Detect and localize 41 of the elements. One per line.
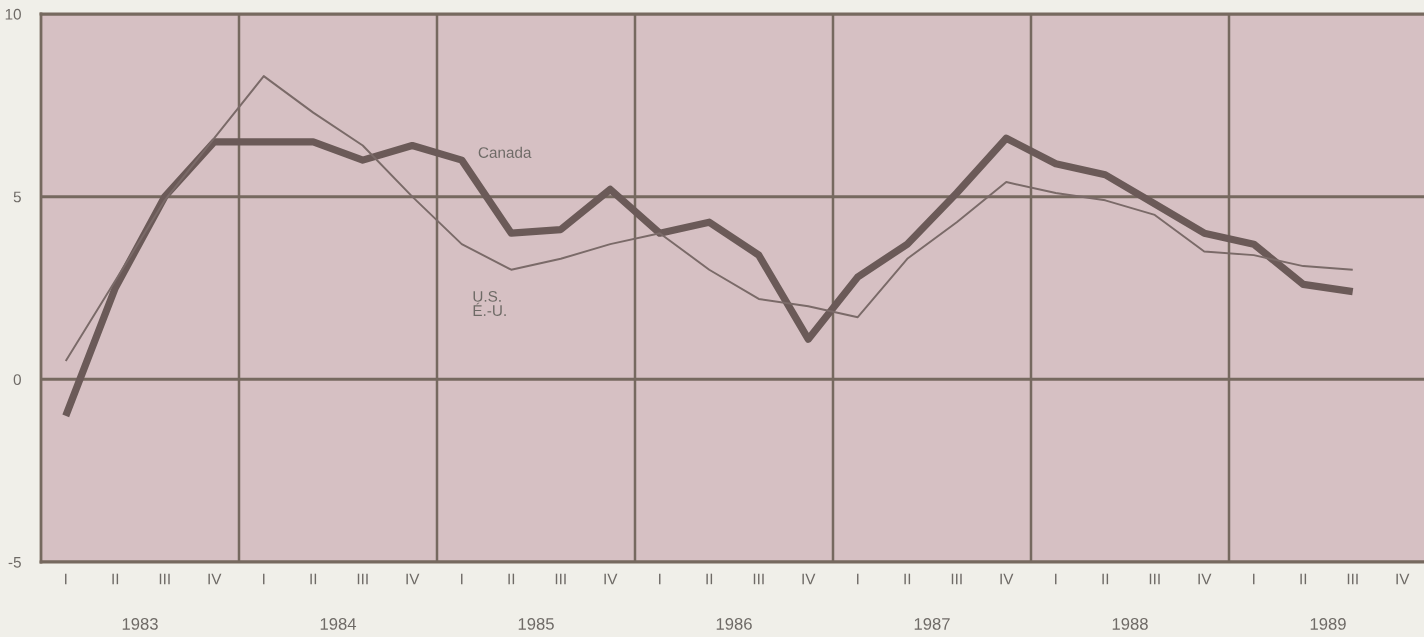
x-tick-label: II xyxy=(1300,573,1307,585)
x-tick-label: II xyxy=(310,573,317,585)
series-label: Canada xyxy=(478,146,532,158)
text: 1985 xyxy=(518,618,554,630)
x-tick-label: I xyxy=(1055,573,1057,585)
x-tick-label: I xyxy=(263,573,265,585)
x-tick-label: III xyxy=(159,573,170,585)
x-tick-label: IV xyxy=(1198,573,1212,585)
x-tick-label: III xyxy=(753,573,764,585)
x-tick-label: III xyxy=(357,573,368,585)
x-tick-label: III xyxy=(951,573,962,585)
x-tick-label: II xyxy=(1102,573,1109,585)
series-label: U.S. É.-U. xyxy=(473,290,506,317)
x-tick-label: II xyxy=(706,573,713,585)
x-tick-label: I xyxy=(65,573,67,585)
text: 1987 xyxy=(914,618,950,630)
x-tick-label: IV xyxy=(406,573,420,585)
x-tick-label: II xyxy=(508,573,515,585)
y-tick-label: 0 xyxy=(13,374,21,386)
text: 1984 xyxy=(320,618,357,630)
x-tick-label: IV xyxy=(1396,573,1410,585)
x-tick-label: IV xyxy=(1000,573,1014,585)
x-tick-label: IV xyxy=(802,573,816,585)
x-tick-label: III xyxy=(555,573,566,585)
x-tick-label: I xyxy=(461,573,463,585)
text: 1989 xyxy=(1310,618,1346,630)
x-tick-label: I xyxy=(857,573,859,585)
x-tick-label: III xyxy=(1347,573,1358,585)
x-tick-label: III xyxy=(1149,573,1160,585)
x-tick-label: II xyxy=(112,573,119,585)
x-tick-label: I xyxy=(659,573,661,585)
x-tick-label: I xyxy=(1253,573,1255,585)
x-tick-label: IV xyxy=(604,573,618,585)
text: 1988 xyxy=(1112,618,1148,630)
y-tick-label: -5 xyxy=(8,557,21,568)
x-tick-label: II xyxy=(904,573,911,585)
text: 1983 xyxy=(122,618,158,630)
x-tick-label: IV xyxy=(208,573,222,585)
y-tick-label: 10 xyxy=(5,8,21,20)
text: 1986 xyxy=(716,618,752,630)
y-tick-label: 5 xyxy=(13,191,21,203)
